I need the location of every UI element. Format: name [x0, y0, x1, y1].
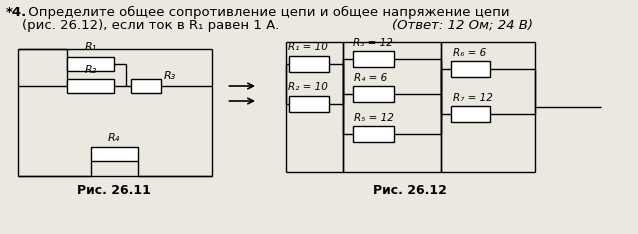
- Bar: [353, 86, 394, 102]
- Text: R₇ = 12: R₇ = 12: [453, 93, 493, 103]
- Text: R₅ = 12: R₅ = 12: [355, 113, 394, 123]
- Text: R₄ = 6: R₄ = 6: [355, 73, 388, 83]
- Bar: [451, 106, 491, 122]
- Bar: [451, 61, 491, 77]
- Bar: [290, 96, 329, 112]
- Text: *4.: *4.: [6, 6, 27, 19]
- Bar: [353, 126, 394, 142]
- Bar: [290, 56, 329, 72]
- Bar: [67, 79, 114, 93]
- Text: R₃ = 12: R₃ = 12: [353, 38, 393, 48]
- Text: Определите общее сопротивление цепи и общее напряжение цепи: Определите общее сопротивление цепи и об…: [24, 6, 509, 19]
- Bar: [353, 51, 394, 67]
- Text: R₄: R₄: [108, 133, 121, 143]
- Text: (Ответ: 12 Ом; 24 В): (Ответ: 12 Ом; 24 В): [392, 19, 533, 32]
- Bar: [91, 147, 138, 161]
- Text: R₂ = 10: R₂ = 10: [288, 82, 327, 92]
- Bar: [67, 57, 114, 71]
- Text: R₃: R₃: [163, 71, 175, 81]
- Text: Рис. 26.12: Рис. 26.12: [373, 183, 447, 197]
- Text: (рис. 26.12), если ток в R₁ равен 1 А.: (рис. 26.12), если ток в R₁ равен 1 А.: [22, 19, 279, 32]
- Text: R₂: R₂: [84, 65, 97, 75]
- Text: Рис. 26.11: Рис. 26.11: [77, 183, 151, 197]
- Text: R₁: R₁: [84, 42, 97, 52]
- Text: R₆ = 6: R₆ = 6: [453, 48, 486, 58]
- Text: R₁ = 10: R₁ = 10: [288, 42, 327, 52]
- Bar: [131, 79, 161, 93]
